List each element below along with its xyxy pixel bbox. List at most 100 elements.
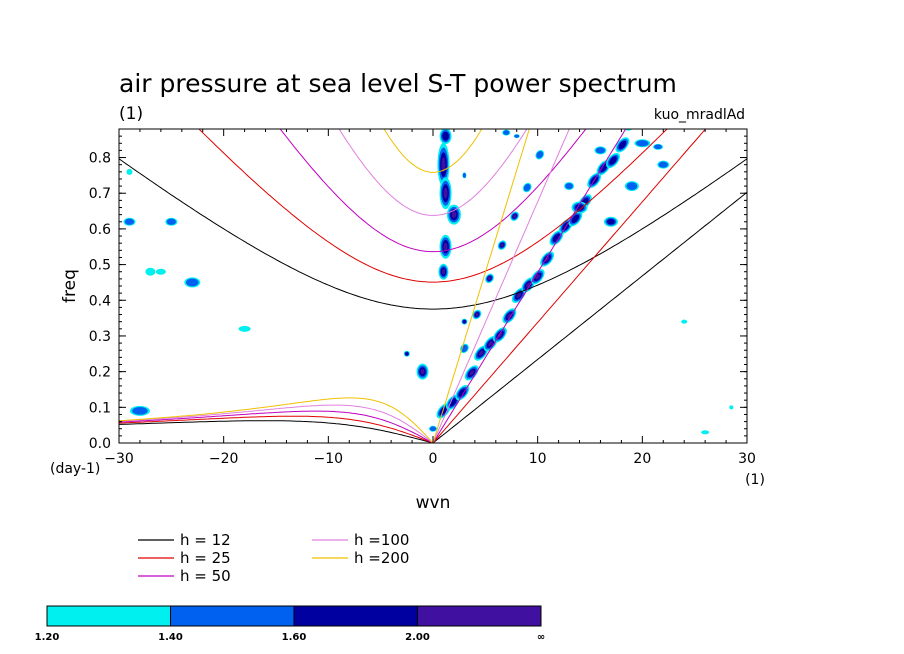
colorbar-segment <box>170 605 295 627</box>
spectral-power-patch <box>571 214 580 224</box>
spectral-power-patch <box>701 430 710 435</box>
spectral-power-patch <box>584 20 596 33</box>
axes-layer: −30 −20 −10 0 10 20 30 0.0 0.1 0.2 0.3 0.4 0.5 0.6 0.7… <box>89 129 756 467</box>
spectral-power-patch <box>513 214 517 218</box>
legend-label: h = 25 <box>180 549 231 567</box>
spectral-power-patch <box>449 398 457 407</box>
spectral-power-patch <box>546 112 558 125</box>
kelvin-curve <box>432 129 530 443</box>
spectral-power-patch <box>609 156 617 165</box>
gravity-wave-curve <box>338 129 528 216</box>
kelvin-curve <box>432 129 707 443</box>
y-tick-label: 0.8 <box>89 151 111 167</box>
spectral-power-patch <box>478 350 484 356</box>
gravity-wave-curve <box>383 129 483 173</box>
spectral-power-patch <box>571 48 583 61</box>
chart-subtitle-right: kuo_mradlAd <box>654 107 745 123</box>
spectral-power-patch <box>132 406 148 415</box>
kelvin-curve <box>432 191 747 443</box>
spectral-power-patch <box>420 368 425 375</box>
spectral-power-patch <box>636 140 649 147</box>
spectral-power-patch <box>516 292 522 298</box>
spectral-power-patch <box>681 319 688 324</box>
colorbar-segment <box>46 605 171 627</box>
spectral-power-patch <box>442 131 449 141</box>
legend-label: h = 50 <box>180 567 231 585</box>
dispersion-curves-layer <box>119 129 747 443</box>
spectral-power-patch <box>462 320 467 324</box>
y-tick-label: 0.4 <box>89 293 111 309</box>
spectral-power-patch <box>238 325 251 332</box>
colorbar-label: ∞ <box>537 632 545 643</box>
spectral-power-patch <box>488 340 493 347</box>
spectral-power-patch <box>124 218 135 225</box>
spectral-power-patch <box>145 267 156 276</box>
gravity-wave-curve <box>279 129 587 253</box>
colorbar-label: 1.60 <box>282 632 307 643</box>
colorbar-label: 2.00 <box>405 632 430 643</box>
y-tick-label: 0.0 <box>89 436 111 452</box>
spectral-power-patch <box>458 388 467 397</box>
y-tick-label: 0.6 <box>89 222 111 238</box>
spectral-power-patch <box>636 104 647 115</box>
spectral-power-patch <box>573 50 583 60</box>
y-tick-label: 0.3 <box>89 329 111 345</box>
y-axis-unit: (day-1) <box>50 461 100 477</box>
spectral-power-patch <box>544 256 550 262</box>
x-axis-label: wvn <box>416 493 451 513</box>
rossby-wave-curve <box>119 404 434 443</box>
legend-label: h = 12 <box>180 531 231 549</box>
spectral-power-patch <box>469 370 475 376</box>
spectral-power-patch <box>487 276 492 281</box>
spectral-power-patch <box>500 243 504 247</box>
spectral-power-patch <box>443 242 448 251</box>
spectral-power-patch <box>599 163 608 172</box>
colorbar-label: 1.20 <box>35 632 60 643</box>
kelvin-curve <box>432 129 570 443</box>
spectral-power-patch <box>565 182 573 190</box>
y-tick-label: 0.7 <box>89 186 111 202</box>
spectral-power-patch <box>632 99 651 119</box>
x-axis-unit: (1) <box>745 472 765 488</box>
colorbar-segment <box>293 605 418 627</box>
chart-subtitle-left: (1) <box>119 104 143 124</box>
colorbar-segment <box>417 605 542 627</box>
spectral-power-patch <box>552 233 561 243</box>
gravity-wave-curve <box>119 158 747 310</box>
legend-label: h =100 <box>354 531 409 549</box>
spectral-power-patch <box>443 187 448 199</box>
spectral-power-patch <box>155 268 166 275</box>
spectral-power-patch <box>503 130 510 135</box>
colorbar-label: 1.40 <box>158 632 183 643</box>
spectral-power-patch <box>429 426 437 432</box>
kelvin-curve <box>432 129 627 443</box>
spectral-power-patch <box>654 144 662 150</box>
spectral-power-patch <box>548 114 558 124</box>
x-tick-label: −10 <box>314 451 344 467</box>
x-tick-label: −20 <box>209 451 239 467</box>
y-tick-label: 0.5 <box>89 258 111 274</box>
spectral-power-patch <box>607 218 615 225</box>
spectral-power-patch <box>575 204 585 211</box>
rossby-wave-curve <box>119 415 434 443</box>
spectral-power-patch <box>525 282 531 288</box>
spectral-power-patch <box>441 269 446 275</box>
spectral-power-patch <box>536 151 544 159</box>
spectral-power-patch <box>441 157 446 173</box>
rossby-wave-curve <box>119 397 434 443</box>
x-tick-label: 10 <box>529 451 547 467</box>
spectral-power-patch <box>626 117 637 128</box>
x-tick-label: −30 <box>104 451 134 467</box>
spectral-power-patch <box>585 21 595 31</box>
rossby-wave-curve <box>119 410 434 443</box>
spectral-power-patch <box>462 173 466 178</box>
x-tick-label: 0 <box>429 451 438 467</box>
spectral-power-patch <box>634 101 649 117</box>
y-tick-label: 0.2 <box>89 365 111 381</box>
spectral-power-patch <box>729 405 734 410</box>
spectral-power-patch <box>451 211 457 219</box>
y-tick-label: 0.1 <box>89 400 111 416</box>
spectral-power-patch <box>618 140 627 150</box>
